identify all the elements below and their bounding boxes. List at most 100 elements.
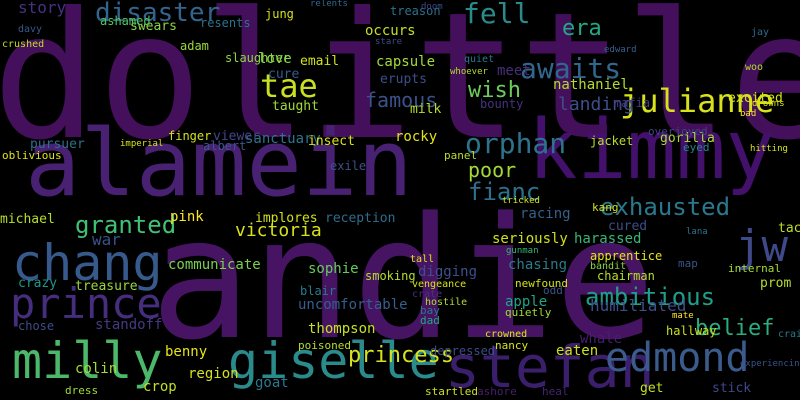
- cloud-word-crop: chairman: [597, 269, 655, 283]
- cloud-word-giselle: giselle: [228, 332, 439, 390]
- cloud-word-milk: whale: [580, 331, 623, 347]
- cloud-word-albert: bandit: [590, 261, 627, 272]
- cloud-word-get: humiliated: [590, 296, 687, 315]
- cloud-word-tae: tae: [260, 67, 318, 105]
- cloud-word-sophie: excited: [728, 91, 783, 106]
- cloud-word-internal: eyed: [683, 141, 710, 154]
- cloud-word-granted: granted: [75, 211, 177, 239]
- cloud-word-taught: eaten: [556, 343, 599, 359]
- cloud-word-landing: seriously: [492, 231, 568, 247]
- cloud-word-kang: resents: [200, 16, 251, 30]
- cloud-word-odd: mafia: [614, 96, 651, 110]
- cloud-word-experiencing: bad: [740, 109, 757, 119]
- cloud-word-andie: andie: [150, 181, 656, 377]
- cloud-word-humiliated: ashore: [477, 385, 517, 398]
- cloud-word-chose: slaughter: [225, 51, 291, 65]
- cloud-word-digging: finger: [168, 129, 212, 143]
- cloud-word-rocky: meet: [497, 63, 531, 79]
- cloud-word-julianne: julianne: [620, 82, 775, 120]
- cloud-word-forgotten: hitting: [750, 144, 788, 154]
- cloud-word-hostile: mate: [672, 311, 694, 321]
- cloud-word-mafia: crushed: [2, 39, 45, 50]
- cloud-word-resents: stick: [712, 381, 752, 396]
- cloud-word-startled: cure: [268, 67, 300, 82]
- cloud-word-treasure: pink: [170, 209, 204, 225]
- cloud-word-implores: nathaniel: [553, 77, 629, 93]
- cloud-word-excited: occurs: [365, 23, 416, 39]
- cloud-word-seriously: davy: [18, 24, 43, 35]
- cloud-word-stick: apprentice: [590, 249, 663, 263]
- cloud-word-dress: email: [300, 54, 340, 69]
- cloud-word-apple: insect: [308, 134, 355, 149]
- cloud-word-whoever: crate: [412, 289, 443, 300]
- cloud-word-lana: smoking: [365, 269, 416, 283]
- cloud-word-quiet: vengeance: [412, 279, 467, 290]
- cloud-word-drowns: bay: [420, 304, 440, 317]
- cloud-word-famous: poor: [468, 158, 517, 182]
- cloud-word-crushed: odd: [543, 284, 563, 297]
- cloud-word-nathaniel: love: [258, 51, 292, 67]
- cloud-word-quietly: jacket: [590, 134, 634, 148]
- cloud-word-exhausted: exhausted: [600, 193, 731, 221]
- cloud-word-prince: prince: [10, 279, 162, 328]
- cloud-word-viewer: chose: [18, 319, 55, 333]
- cloud-word-stadium: gunman: [506, 246, 539, 256]
- cloud-word-chargeman: experiencing: [740, 359, 800, 369]
- cloud-word-nancy: overjoyed: [648, 125, 708, 138]
- cloud-word-oblivious: nancy: [495, 339, 529, 352]
- cloud-word-eaten: sophie: [308, 261, 359, 277]
- cloud-word-dad: kang: [592, 201, 619, 214]
- cloud-word-milly: milly: [12, 332, 163, 390]
- cloud-word-whale: communicate: [168, 257, 261, 273]
- cloud-word-capsule: war: [92, 230, 121, 249]
- cloud-word-crate: prom: [760, 276, 792, 291]
- cloud-word-map: viewer: [213, 129, 260, 144]
- cloud-word-cured: bounty: [480, 97, 524, 111]
- cloud-word-chasing: sanctuary: [245, 131, 321, 147]
- cloud-word-finger: internal: [728, 262, 781, 275]
- cloud-word-talking: tricked: [502, 196, 540, 206]
- cloud-word-jacket: jung: [265, 7, 294, 21]
- cloud-word-gunman: whoever: [450, 67, 488, 77]
- cloud-word-bandit: exile: [330, 159, 367, 173]
- cloud-word-michael: adam: [180, 39, 209, 53]
- cloud-word-newfound: heal: [542, 385, 569, 398]
- cloud-word-pink: capsule: [376, 54, 436, 70]
- cloud-word-davy: crowned: [485, 329, 528, 340]
- cloud-word-jung: swears: [130, 19, 177, 34]
- cloud-word-occurs: story: [18, 0, 67, 17]
- cloud-word-fell: fell: [463, 0, 531, 30]
- cloud-word-fianc: era: [562, 16, 602, 41]
- cloud-word-chang: chang: [12, 234, 163, 292]
- cloud-word-blair: cured: [608, 219, 648, 234]
- cloud-word-jay: depressed: [430, 344, 496, 358]
- cloud-word-sits: imperial: [120, 139, 164, 149]
- cloud-word-cure: thompson: [308, 321, 376, 337]
- cloud-word-hallway: treason: [390, 4, 441, 18]
- cloud-word-poisoned: racing: [520, 206, 571, 222]
- cloud-word-kimmy: kimmy: [528, 103, 775, 198]
- cloud-word-belief: princess: [348, 343, 454, 368]
- cloud-word-doom: newfound: [515, 277, 568, 290]
- cloud-word-smoking: jay: [751, 27, 770, 38]
- cloud-word-war: famous: [365, 88, 438, 112]
- cloud-word-awaits: awaits: [520, 52, 622, 85]
- cloud-word-tricked: quiet: [464, 54, 495, 65]
- cloud-word-tall: tactic: [778, 221, 800, 236]
- cloud-word-imperial: map: [678, 257, 698, 270]
- cloud-word-edward: tall: [410, 254, 435, 265]
- cloud-word-alamein: alamein: [25, 110, 413, 217]
- cloud-word-crazy: rocky: [395, 129, 438, 145]
- cloud-word-ambitious: ambitious: [585, 283, 716, 311]
- cloud-word-bounty: goat: [255, 375, 289, 391]
- cloud-word-uncomfortable: reception: [325, 211, 396, 226]
- cloud-word-communicate: gorilla: [660, 131, 715, 146]
- cloud-word-princess: victoria: [235, 220, 322, 241]
- cloud-word-poor: fianc: [468, 178, 541, 206]
- cloud-word-prom: ashamed: [100, 14, 151, 28]
- cloud-word-tactic: pursuer: [30, 137, 85, 152]
- cloud-word-stefan: stefan: [445, 333, 655, 400]
- cloud-word-meet: albert: [203, 139, 247, 153]
- cloud-word-era: wish: [468, 78, 521, 103]
